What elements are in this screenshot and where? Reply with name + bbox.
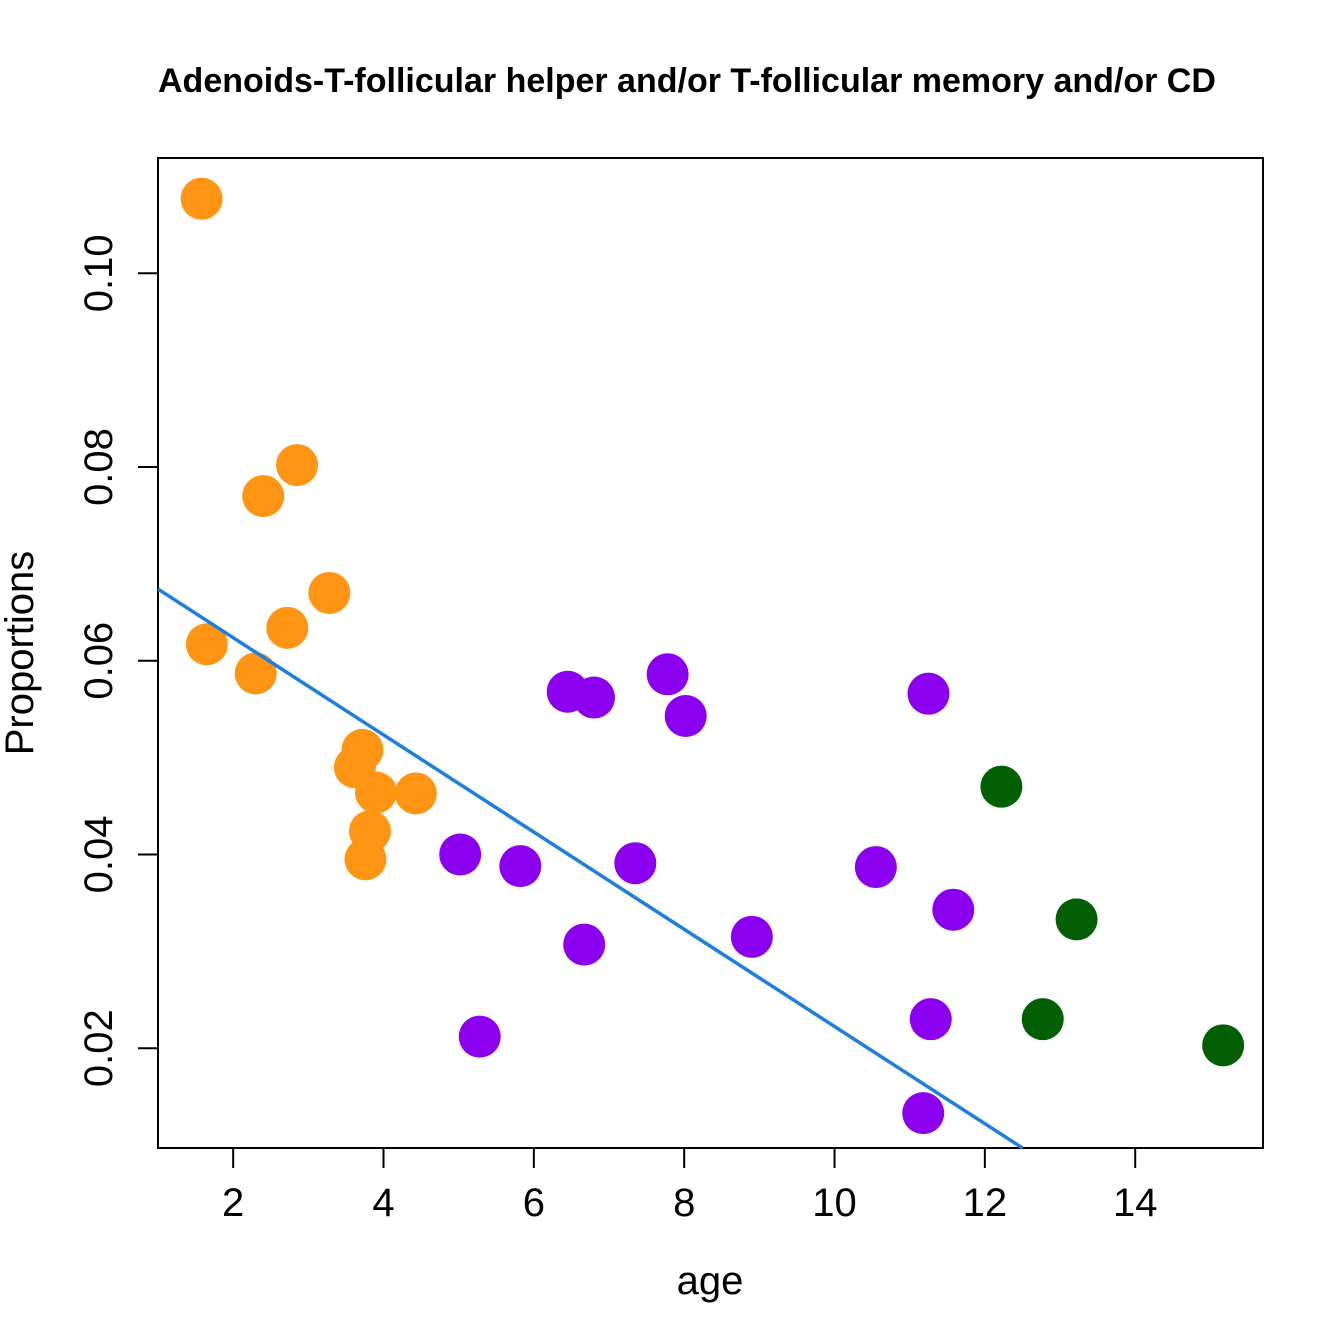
data-point: [932, 888, 975, 931]
data-point: [664, 694, 707, 737]
regression-line: [157, 587, 1024, 1150]
data-point: [730, 915, 773, 958]
x-tick-label: 4: [372, 1181, 394, 1225]
data-points: [180, 177, 1245, 1135]
data-point: [572, 676, 615, 719]
x-tick-label: 12: [963, 1181, 1008, 1225]
plot-area: [157, 177, 1245, 1150]
chart-title: Adenoids-T-follicular helper and/or T-fo…: [158, 62, 1216, 100]
data-point: [308, 571, 351, 614]
data-point: [185, 623, 228, 666]
y-tick-label: 0.06: [77, 622, 121, 700]
y-tick-label: 0.04: [77, 816, 121, 894]
data-point: [234, 652, 277, 695]
data-point: [563, 923, 606, 966]
data-point: [354, 771, 397, 814]
data-point: [394, 772, 437, 815]
data-point: [854, 846, 897, 889]
data-point: [341, 728, 384, 771]
data-point: [614, 842, 657, 885]
data-point: [909, 998, 952, 1041]
y-axis-label: Proportions: [0, 551, 42, 756]
data-point: [242, 475, 285, 518]
x-tick-label: 10: [812, 1181, 857, 1225]
data-point: [902, 1092, 945, 1135]
plot-frame: [157, 157, 1264, 1149]
data-point: [1055, 898, 1098, 941]
x-tick-label: 14: [1113, 1181, 1158, 1225]
data-point: [499, 845, 542, 888]
data-point: [1202, 1024, 1245, 1067]
y-tick-label: 0.02: [77, 1009, 121, 1087]
data-point: [980, 765, 1023, 808]
x-axis-label: age: [677, 1259, 744, 1303]
data-point: [646, 653, 689, 696]
x-axis: 2 4 6 8 10 12 14: [222, 1148, 1157, 1225]
data-point: [439, 833, 482, 876]
y-tick-label: 0.10: [77, 234, 121, 312]
data-point: [344, 838, 387, 881]
data-point: [180, 177, 223, 220]
data-point: [276, 444, 319, 487]
y-tick-label: 0.08: [77, 428, 121, 506]
x-tick-label: 6: [523, 1181, 545, 1225]
data-point: [907, 672, 950, 715]
x-tick-label: 2: [222, 1181, 244, 1225]
x-tick-label: 8: [673, 1181, 695, 1225]
data-point: [458, 1015, 501, 1058]
y-axis: 0.02 0.04 0.06 0.08 0.10: [77, 234, 158, 1087]
data-point: [266, 606, 309, 649]
data-point: [1021, 998, 1064, 1041]
